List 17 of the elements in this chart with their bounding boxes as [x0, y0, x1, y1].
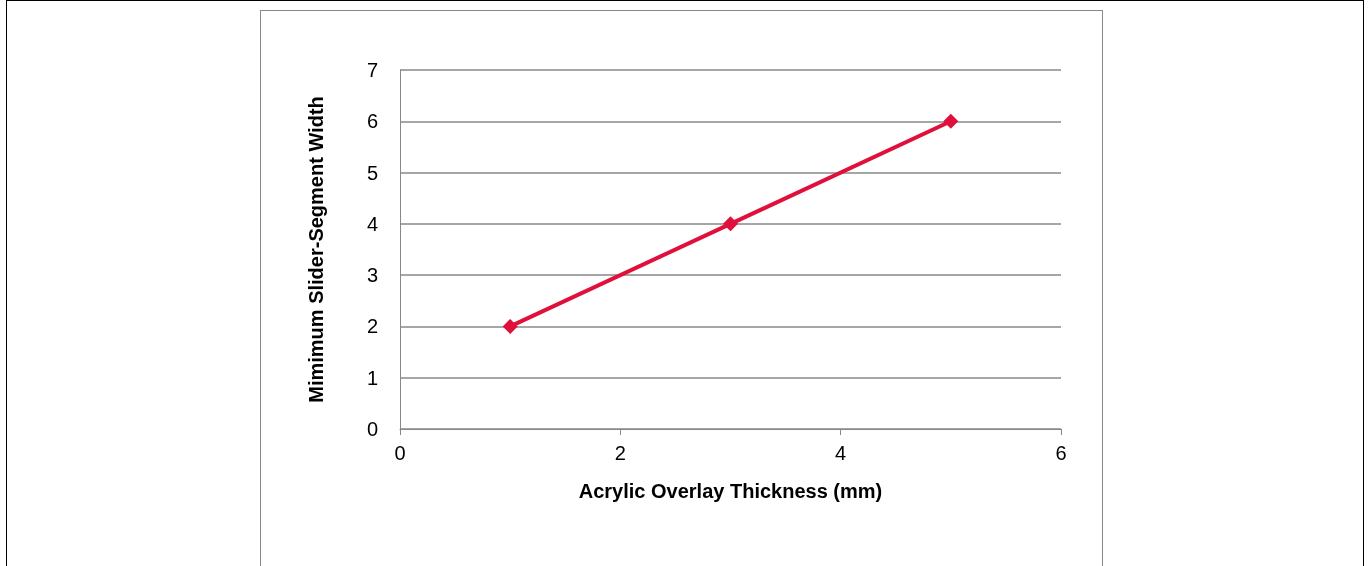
x-tick-label: 2	[614, 442, 626, 464]
y-axis-title: Mimimum Slider-Segment Width	[305, 96, 327, 403]
y-tick-label: 3	[366, 264, 378, 287]
x-tick-label: 6	[1055, 442, 1067, 464]
point	[723, 216, 738, 232]
point	[502, 318, 518, 334]
x-tick-label: 0	[394, 442, 406, 464]
y-tick-label: 5	[366, 161, 378, 184]
y-tick-label: 1	[366, 366, 378, 389]
x-tick-label: 4	[835, 442, 847, 464]
y-tick-label: 0	[366, 418, 378, 440]
y-tick-label: 6	[366, 110, 378, 133]
point	[943, 113, 959, 129]
x-axis-title: Acrylic Overlay Thickness (mm)	[578, 480, 883, 502]
y-tick-label: 7	[366, 59, 378, 81]
y-tick-label: 2	[366, 315, 378, 338]
y-tick-label: 4	[366, 212, 378, 235]
